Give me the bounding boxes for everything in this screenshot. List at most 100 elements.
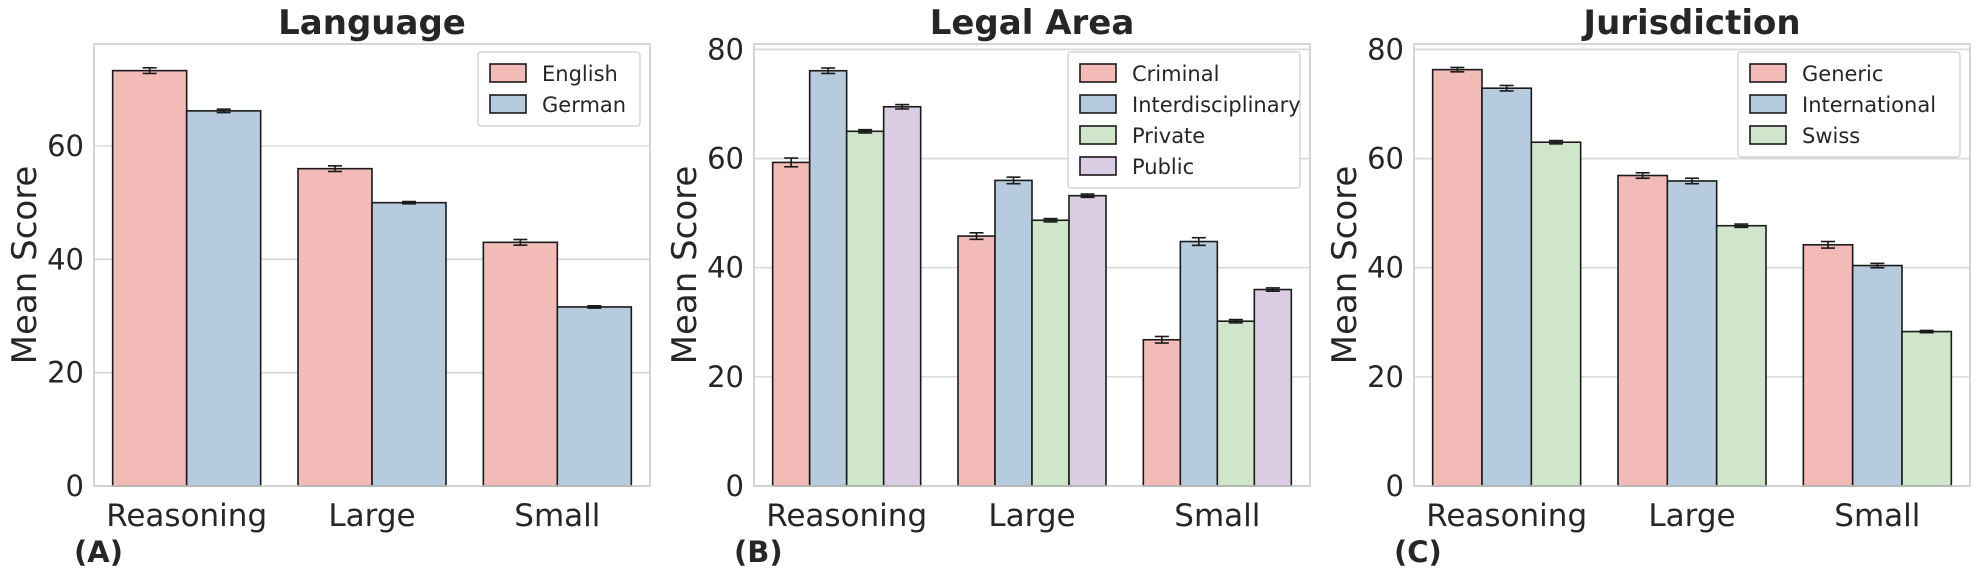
legend-item-international: International <box>1749 93 1936 117</box>
legend-label: Criminal <box>1132 62 1219 86</box>
bar-large-swiss <box>1715 224 1767 487</box>
chart-title: Language <box>278 3 466 43</box>
bar-reasoning-generic <box>1431 68 1483 487</box>
bar-large-private <box>1031 219 1070 487</box>
error-bar-small-interdisciplinary <box>1191 236 1206 247</box>
chart-panel-1: 0 20 40 60 Reasoning Large Small Language Mean S… <box>5 3 651 569</box>
bar-large-english <box>297 167 373 487</box>
chart-title: Legal Area <box>930 3 1135 43</box>
y-tick-label: 60 <box>707 142 744 176</box>
bar-large-criminal <box>957 235 996 487</box>
legend-label: Swiss <box>1802 124 1860 148</box>
error-bar-reasoning-german <box>216 108 231 114</box>
error-bar-reasoning-international <box>1499 84 1514 92</box>
error-bar-small-english <box>513 238 528 246</box>
error-bar-reasoning-public <box>895 103 910 110</box>
y-tick-label: 20 <box>47 356 84 390</box>
error-bar-reasoning-swiss <box>1549 139 1563 145</box>
x-tick-label-large: Large <box>988 498 1075 534</box>
error-bar-small-german <box>587 304 602 309</box>
legend-swatch <box>1749 94 1787 114</box>
error-bar-large-generic <box>1635 171 1650 180</box>
bar-reasoning-german <box>185 110 262 487</box>
legend-label: Interdisciplinary <box>1132 93 1301 117</box>
plot-frame <box>93 43 651 487</box>
x-tick-label-small: Small <box>1834 498 1920 534</box>
x-tick-label-small: Small <box>1174 498 1260 534</box>
error-bar-large-international <box>1685 177 1699 185</box>
y-tick-label: 40 <box>1367 251 1404 285</box>
legend-item-german: German <box>489 93 626 117</box>
bar-large-international <box>1666 180 1718 487</box>
bar-reasoning-interdisciplinary <box>808 69 848 487</box>
x-tick-label-large: Large <box>1648 498 1735 534</box>
bar-reasoning-criminal <box>771 161 811 487</box>
legend-item-private: Private <box>1079 124 1205 148</box>
bar-small-public <box>1253 288 1293 487</box>
error-bar-reasoning-english <box>142 67 157 75</box>
bar-small-german <box>556 306 633 487</box>
error-bar-large-private <box>1043 217 1058 223</box>
legend-item-swiss: Swiss <box>1749 124 1860 148</box>
chart-panel-2: 0 20 40 60 80 Reasoning Large Small Legal Area Me… <box>665 3 1311 569</box>
legend: English German <box>477 51 641 127</box>
x-tick-label-reasoning: Reasoning <box>766 498 927 534</box>
error-bar-large-german <box>402 200 416 205</box>
y-tick-label: 80 <box>1367 32 1404 66</box>
error-bar-small-swiss <box>1919 329 1934 334</box>
error-bar-large-public <box>1080 193 1095 199</box>
error-bar-reasoning-interdisciplinary <box>821 67 836 75</box>
error-bar-small-international <box>1870 262 1885 269</box>
legend-item-english: English <box>489 62 618 86</box>
y-tick-label: 0 <box>1386 469 1404 503</box>
y-axis-label: Mean Score <box>5 166 45 365</box>
error-bar-reasoning-generic <box>1450 66 1465 73</box>
bar-large-german <box>371 201 447 487</box>
y-tick-label: 20 <box>707 360 744 394</box>
legend-frame <box>1067 51 1301 189</box>
chart-panel-3: 0 20 40 60 80 Reasoning Large Small Jurisdiction… <box>1325 3 1971 569</box>
bar-small-interdisciplinary <box>1179 240 1219 487</box>
y-tick-label: 0 <box>726 469 744 503</box>
legend-label: German <box>542 93 626 117</box>
bar-large-public <box>1068 194 1107 487</box>
bar-large-interdisciplinary <box>994 179 1033 487</box>
error-bar-large-criminal <box>969 232 984 241</box>
legend-swatch <box>1079 156 1117 176</box>
error-bar-small-private <box>1228 318 1243 324</box>
panel-label: (A) <box>74 535 123 569</box>
plot-frame <box>1413 43 1971 487</box>
x-tick-label-large: Large <box>328 498 415 534</box>
legend-item-criminal: Criminal <box>1079 62 1219 86</box>
chart-title: Jurisdiction <box>1581 3 1800 43</box>
legend-swatch <box>1749 125 1787 145</box>
panel-label: (B) <box>734 535 783 569</box>
y-axis-label: Mean Score <box>1325 166 1365 365</box>
bar-reasoning-english <box>111 69 188 487</box>
legend-swatch <box>1749 63 1787 83</box>
error-bar-reasoning-criminal <box>784 157 799 168</box>
y-tick-label: 60 <box>1367 142 1404 176</box>
plot-frame <box>753 43 1311 487</box>
bar-reasoning-public <box>882 105 922 487</box>
legend: Criminal Interdisciplinary Private Public <box>1067 51 1301 189</box>
legend-swatch <box>1079 63 1117 83</box>
legend-swatch <box>489 94 527 114</box>
error-bar-reasoning-private <box>858 128 873 134</box>
panel-label: (C) <box>1394 535 1442 569</box>
legend: Generic International Swiss <box>1737 51 1961 158</box>
x-tick-label-reasoning: Reasoning <box>106 498 267 534</box>
bar-small-criminal <box>1142 338 1182 487</box>
bar-reasoning-international <box>1481 87 1533 487</box>
legend-swatch <box>1079 125 1117 145</box>
legend-swatch <box>489 63 527 83</box>
x-tick-label-small: Small <box>514 498 600 534</box>
y-tick-label: 80 <box>707 32 744 66</box>
legend-label: Public <box>1132 155 1194 179</box>
y-tick-label: 0 <box>66 469 84 503</box>
legend-label: English <box>542 62 618 86</box>
bar-small-international <box>1851 264 1903 487</box>
legend-frame <box>1737 51 1961 158</box>
error-bar-large-english <box>328 165 342 173</box>
